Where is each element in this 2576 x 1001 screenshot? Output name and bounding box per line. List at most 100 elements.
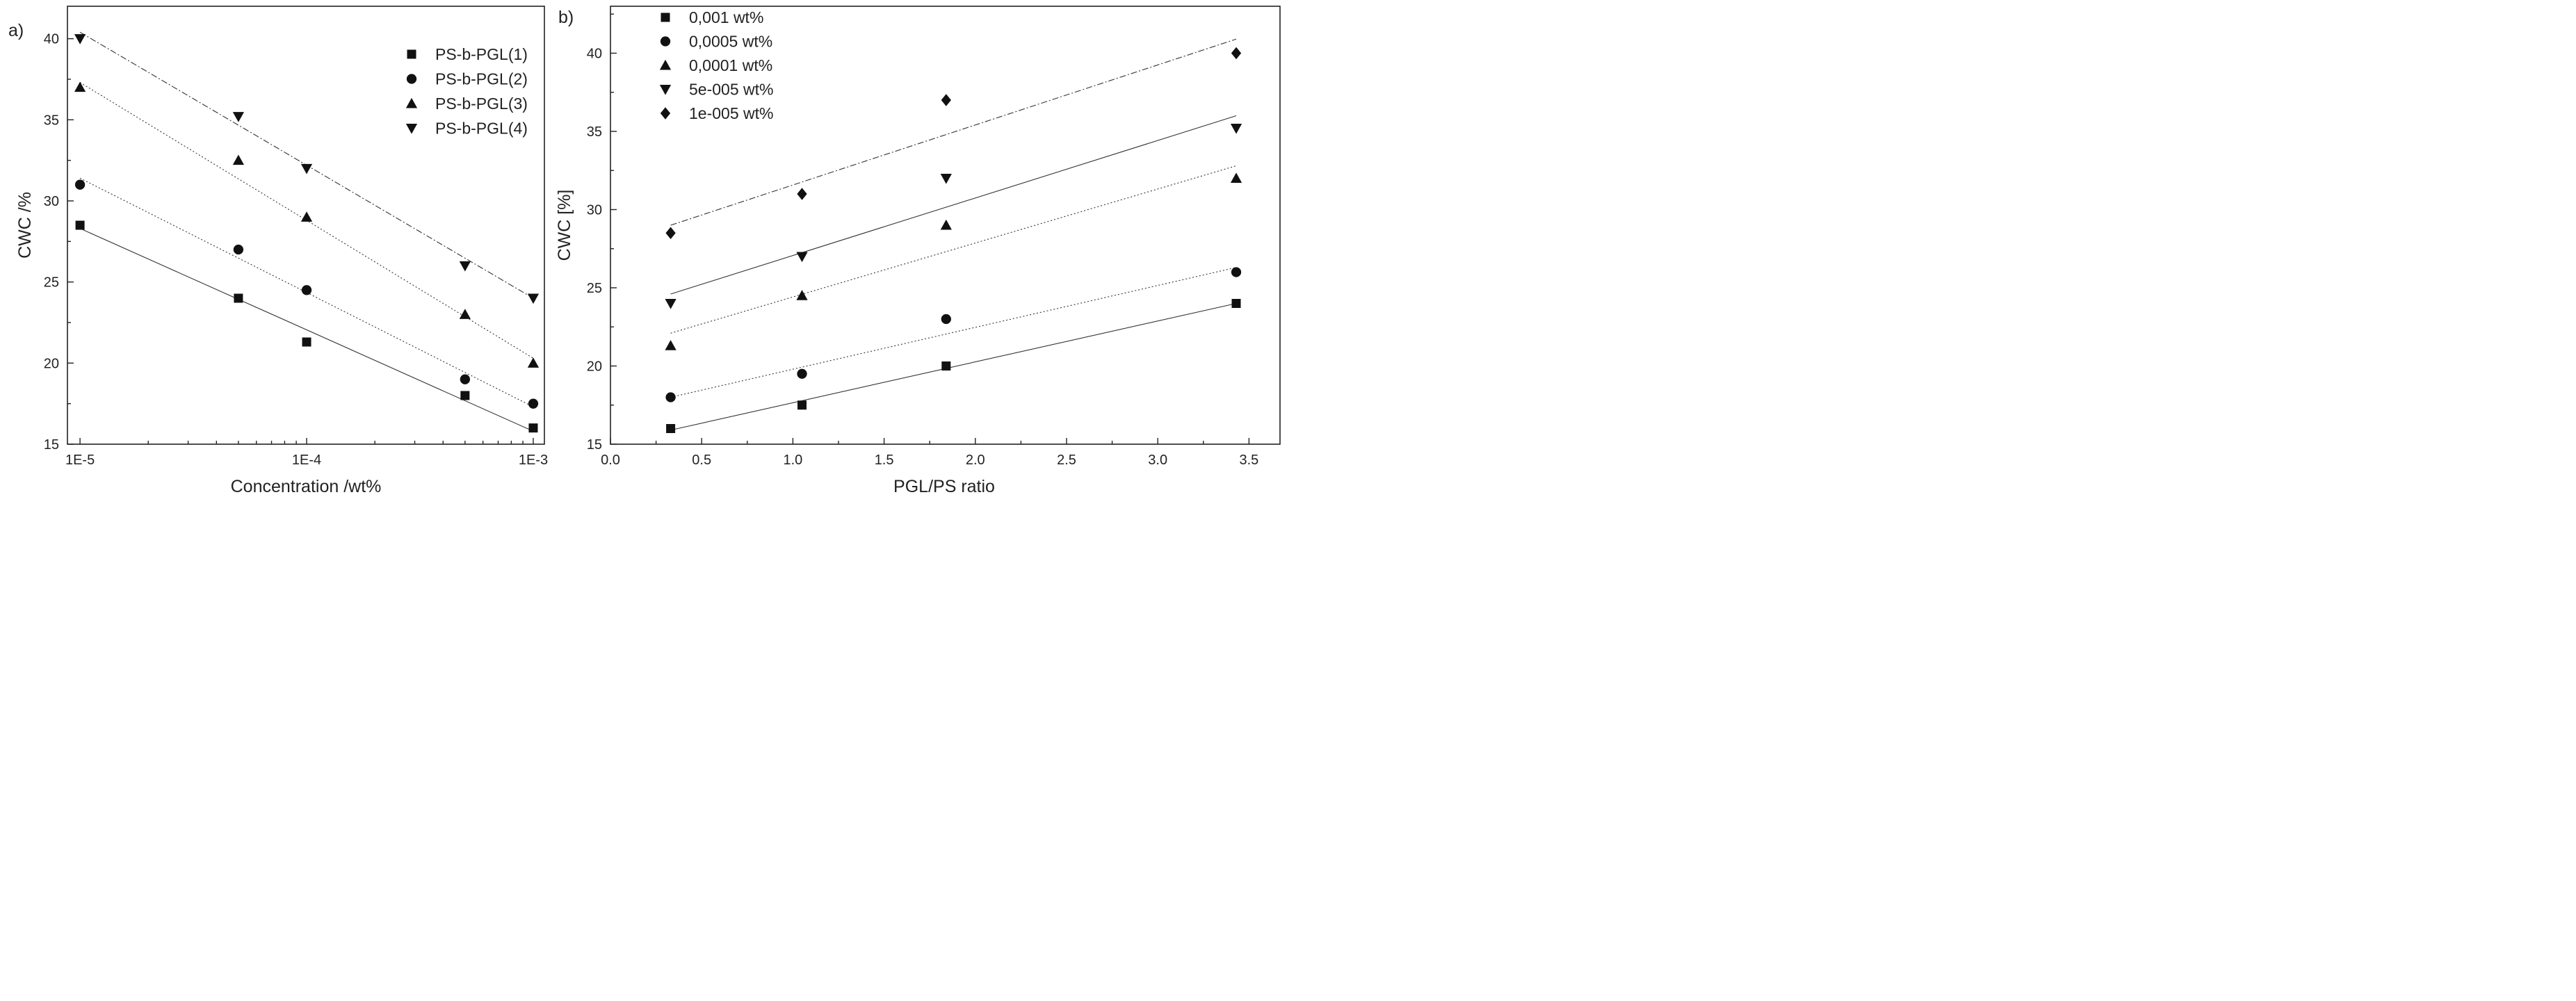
panel-b-data-point xyxy=(1231,299,1241,308)
panel-a-marks: 1E-5 1E-4 1E-3 15 20 25 30 35 40 PS-b-PGL(1) PS-b-… xyxy=(44,32,548,468)
panel-b-data-point xyxy=(941,314,951,325)
panel-a-data-point xyxy=(234,293,243,303)
panel-a-fit-line xyxy=(79,228,534,432)
panel-b-fit-line xyxy=(670,165,1237,334)
panel-b-legend-label: 1e-005 wt% xyxy=(689,104,773,122)
panel-b-legend-marker xyxy=(659,85,672,95)
panel-a-data-point xyxy=(74,81,86,92)
panel-b-x-tick-label: 1.5 xyxy=(875,453,894,468)
panel-b-x-tick-label: 3.0 xyxy=(1148,453,1167,468)
panel-a-x-tick-label: 1E-3 xyxy=(519,453,548,468)
panel-b-data-point xyxy=(1230,124,1242,134)
panel-a-y-axis-title: CWC /% xyxy=(15,192,35,259)
panel-a-legend-marker xyxy=(405,124,418,134)
panel-a-y-tick-label: 40 xyxy=(44,32,59,47)
panel-b-legend-label: 0,0001 wt% xyxy=(689,56,772,74)
panel-a-y-tick-label: 30 xyxy=(44,194,59,209)
panel-a-data-point xyxy=(527,357,540,368)
panel-b-x-tick-label: 0.0 xyxy=(601,453,620,468)
panel-a-data-point xyxy=(232,112,245,122)
panel-a-data-point xyxy=(233,244,244,255)
panel-b-data-point xyxy=(665,299,677,309)
panel-a-legend-label: PS-b-PGL(4) xyxy=(435,120,528,138)
panel-b-y-tick-label: 40 xyxy=(587,47,602,62)
panel-a-data-point xyxy=(528,398,539,409)
panel-a-data-point xyxy=(232,154,245,165)
panel-a-x-tick-label: 1E-4 xyxy=(292,453,321,468)
panel-b-legend-marker xyxy=(659,59,672,70)
panel-b-x-axis-title: PGL/PS ratio xyxy=(893,477,995,496)
panel-a-legend-label: PS-b-PGL(2) xyxy=(435,70,528,88)
panel-a-y-tick-label: 35 xyxy=(44,113,59,128)
panel-b-legend-marker xyxy=(660,36,671,47)
panel-a-data-point xyxy=(459,261,471,272)
panel-b-y-tick-label: 20 xyxy=(587,359,602,375)
panel-b-fit-line xyxy=(670,115,1237,295)
panel-a-data-point xyxy=(75,220,85,230)
panel-b-x-tick-label: 2.5 xyxy=(1057,453,1076,468)
panel-a-y-tick-label: 15 xyxy=(44,437,59,453)
panel-a-data-point xyxy=(460,374,470,384)
panel-b-data-point xyxy=(1231,267,1242,277)
panel-a-data-point xyxy=(74,179,86,190)
figure: a) 1E-5 1E-4 1E-3 15 20 25 30 35 40 PS-b-PGL(1) PS… xyxy=(8,6,1281,496)
panel-b-chart: b) 0.0 0.5 1.0 1.5 2.0 2.5 3.0 3.51520253035400… xyxy=(555,6,1281,496)
panel-a-legend-label: PS-b-PGL(1) xyxy=(435,45,528,63)
panel-a-y-tick-label: 25 xyxy=(44,275,59,291)
panel-b-y-tick-label: 15 xyxy=(587,437,602,453)
panel-b-x-tick-label: 1.0 xyxy=(783,453,802,468)
panel-b-x-tick-label: 2.0 xyxy=(966,453,985,468)
panel-a-x-tick-label: 1E-5 xyxy=(65,453,95,468)
panel-b-y-tick-label: 30 xyxy=(587,203,602,218)
panel-a-data-point xyxy=(527,293,540,304)
panel-b-data-point xyxy=(665,340,677,350)
panel-a-data-point xyxy=(459,309,471,319)
panel-a-data-point xyxy=(300,211,313,222)
panel-a-chart: a) 1E-5 1E-4 1E-3 15 20 25 30 35 40 PS-b-PGL(1) PS… xyxy=(8,6,548,496)
panel-a-data-point xyxy=(301,285,312,295)
panel-a-label: a) xyxy=(8,21,24,40)
panel-b-fit-line xyxy=(670,267,1237,398)
panel-b-data-point xyxy=(666,424,676,433)
panel-b-data-point xyxy=(665,392,676,402)
panel-b-legend-marker xyxy=(660,107,671,120)
panel-a-data-point xyxy=(300,163,313,174)
panel-b-data-point xyxy=(797,188,807,200)
panel-b-data-point xyxy=(941,94,951,106)
panel-b-data-point xyxy=(1231,47,1242,60)
panel-a-x-axis-title: Concentration /wt% xyxy=(231,477,382,496)
panel-b-data-point xyxy=(940,219,952,230)
panel-b-y-tick-label: 35 xyxy=(587,124,602,140)
panel-a-legend-marker xyxy=(405,97,418,108)
panel-b-legend-label: 0,001 wt% xyxy=(689,8,763,26)
panel-b-data-point xyxy=(940,174,952,184)
panel-b-data-point xyxy=(796,252,808,263)
panel-a-data-point xyxy=(74,34,86,44)
panel-b-y-axis-title: CWC [%] xyxy=(555,190,574,261)
panel-a-legend-marker xyxy=(407,49,416,59)
panel-b-plot-frame xyxy=(610,6,1281,445)
panel-b-y-tick-label: 25 xyxy=(587,281,602,296)
panel-b-data-point xyxy=(797,400,807,410)
panel-a-legend-label: PS-b-PGL(3) xyxy=(435,95,528,113)
panel-b-fit-line xyxy=(670,38,1237,226)
panel-b-data-point xyxy=(941,361,951,371)
panel-b-fit-line xyxy=(670,302,1237,431)
panel-b-data-point xyxy=(797,368,807,379)
panel-b-marks: 0.0 0.5 1.0 1.5 2.0 2.5 3.0 3.5 15 20 25 30 35 40 0,00… xyxy=(587,8,1259,468)
panel-b-legend-label: 0,0005 wt% xyxy=(689,33,772,51)
panel-a-data-point xyxy=(528,423,538,433)
panel-a-legend-marker xyxy=(406,74,417,84)
panel-b-label: b) xyxy=(558,8,574,27)
panel-b-data-point xyxy=(665,227,676,240)
panel-b-data-point xyxy=(796,290,808,300)
panel-a-data-point xyxy=(460,391,470,400)
panel-b-x-tick-label: 3.5 xyxy=(1239,453,1258,468)
panel-a-data-point xyxy=(302,337,311,347)
panel-b-data-point xyxy=(1230,172,1242,183)
panel-a-y-tick-label: 20 xyxy=(44,356,59,371)
panel-b-legend-label: 5e-005 wt% xyxy=(689,81,773,99)
panel-b-legend-marker xyxy=(661,13,670,22)
panel-b-x-tick-label: 0.5 xyxy=(692,453,711,468)
panel-a-plot-frame xyxy=(67,6,545,445)
